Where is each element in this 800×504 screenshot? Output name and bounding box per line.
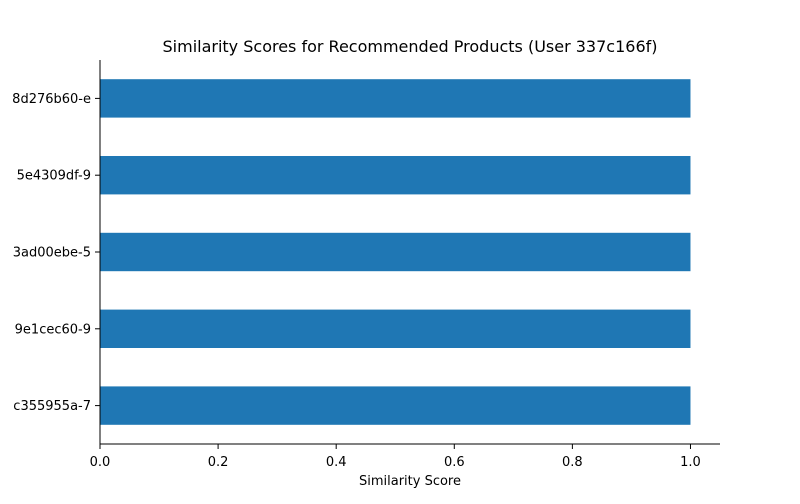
bar-5e4309df-9	[100, 156, 691, 195]
bar-c355955a-7	[100, 386, 691, 425]
x-axis-ticks: 0.0 0.2 0.4 0.6 0.8 1.0	[90, 444, 701, 470]
x-tick-label: 0.8	[562, 455, 583, 470]
y-axis-ticks: 8d276b60-e 5e4309df-9 3ad00ebe-5 9e1cec60-9…	[12, 92, 100, 414]
x-tick-label: 0.4	[326, 455, 347, 470]
y-tick-label: 3ad00ebe-5	[13, 246, 91, 261]
x-tick-label: 1.0	[680, 455, 701, 470]
y-tick-label: 8d276b60-e	[12, 92, 91, 107]
x-tick-label: 0.2	[208, 455, 229, 470]
y-tick-label: 9e1cec60-9	[15, 322, 91, 337]
bar-8d276b60-e	[100, 79, 691, 118]
bar-3ad00ebe-5	[100, 232, 691, 272]
x-tick-label: 0.6	[444, 455, 465, 470]
bars-group	[100, 79, 691, 425]
bar-9e1cec60-9	[100, 309, 691, 348]
x-tick-label: 0.0	[90, 455, 111, 470]
chart-title: Similarity Scores for Recommended Produc…	[163, 37, 658, 56]
y-tick-label: 5e4309df-9	[17, 169, 91, 184]
y-tick-label: c355955a-7	[13, 399, 91, 414]
x-axis-label: Similarity Score	[359, 474, 461, 489]
